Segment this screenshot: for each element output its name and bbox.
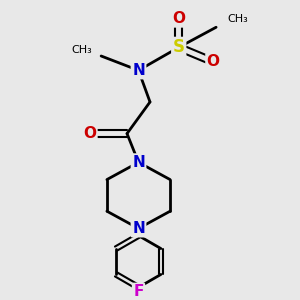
Text: N: N [132, 221, 145, 236]
Text: F: F [133, 284, 144, 299]
Text: N: N [132, 63, 145, 78]
Text: S: S [173, 38, 185, 56]
Text: CH₃: CH₃ [72, 45, 92, 55]
Text: N: N [132, 155, 145, 170]
Text: CH₃: CH₃ [228, 14, 248, 24]
Text: O: O [172, 11, 185, 26]
Text: O: O [83, 126, 96, 141]
Text: O: O [207, 54, 220, 69]
